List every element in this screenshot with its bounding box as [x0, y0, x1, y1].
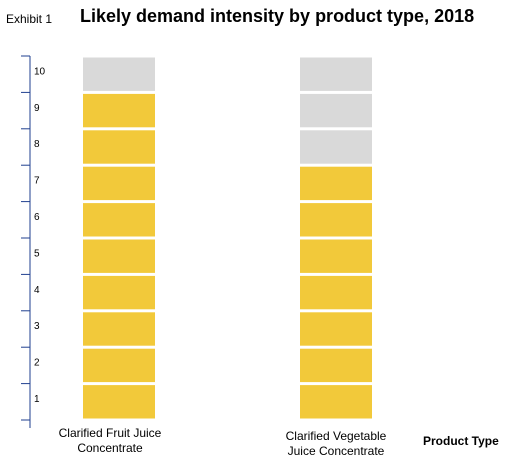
y-tick-label: 5	[34, 248, 40, 259]
bar-segment-filled	[300, 203, 372, 237]
category-label-vegetable: Clarified Vegetable Juice Concentrate	[285, 429, 387, 458]
x-axis-label: Product Type	[423, 434, 499, 448]
y-tick-label: 1	[34, 394, 40, 405]
bar-segment-filled	[83, 275, 155, 310]
exhibit-label: Exhibit 1	[6, 12, 53, 26]
bar-segment-empty	[300, 57, 372, 91]
bar-segment-filled	[83, 93, 155, 128]
y-tick-label: 8	[34, 139, 40, 150]
bar-segment-empty	[300, 93, 372, 128]
bar-segment-filled	[300, 348, 372, 383]
bar-segment-empty	[83, 57, 155, 91]
bar-segment-filled	[83, 385, 155, 419]
bar-segment-filled	[300, 166, 372, 201]
bar-segment-filled	[83, 166, 155, 201]
bar-segment-filled	[300, 239, 372, 273]
y-tick-label: 9	[34, 103, 40, 114]
category-label-fruit: Clarified Fruit Juice Concentrate	[58, 426, 162, 455]
y-tick-label: 10	[34, 66, 46, 77]
bar-segment-filled	[83, 130, 155, 164]
chart-title: Likely demand intensity by product type,…	[80, 6, 475, 26]
bar-segment-filled	[83, 239, 155, 273]
y-tick-label: 4	[34, 285, 40, 296]
bar-segment-filled	[83, 203, 155, 237]
y-tick-label: 7	[34, 176, 40, 187]
y-tick-label: 2	[34, 358, 40, 369]
bar-segment-filled	[83, 312, 155, 346]
bar-segment-filled	[300, 385, 372, 419]
bar-segment-filled	[300, 275, 372, 310]
bar-segment-empty	[300, 130, 372, 164]
bar-segment-filled	[300, 312, 372, 346]
bar-segment-filled	[83, 348, 155, 383]
y-tick-label: 3	[34, 321, 40, 332]
y-tick-label: 6	[34, 212, 40, 223]
